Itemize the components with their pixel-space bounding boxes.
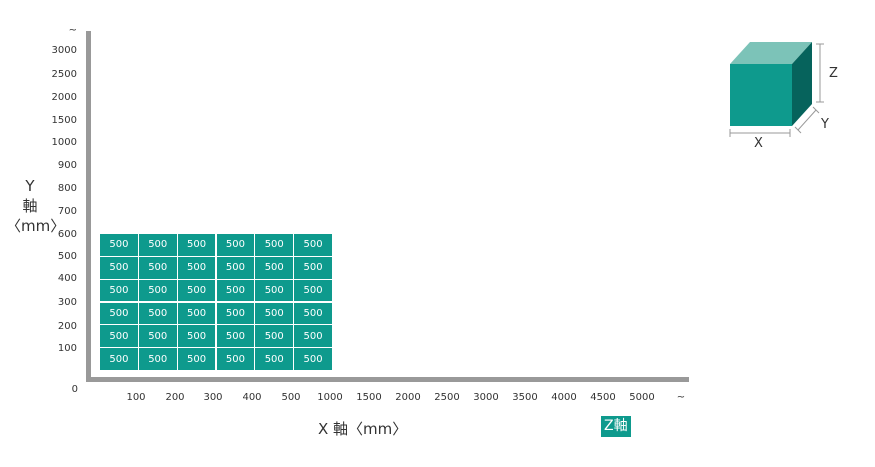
y-tick-label: 700 [57, 206, 77, 217]
grid-cell: 500 [100, 348, 139, 371]
x-tick-label: 1500 [356, 392, 382, 403]
y-tick-label: 400 [57, 273, 77, 284]
y-axis-title: Y 軸 〈mm〉 [6, 176, 66, 236]
grid-cell: 500 [100, 279, 139, 303]
grid-cell: 500 [177, 279, 217, 303]
y-tick-label: 2000 [51, 92, 77, 103]
grid-cell: 500 [255, 256, 295, 280]
y-tick-label: ~ [68, 25, 77, 36]
grid-cell: 500 [294, 234, 333, 257]
x-tick-label: 2000 [395, 392, 421, 403]
grid-cell: 500 [216, 234, 256, 257]
grid-cell: 500 [177, 234, 217, 257]
y-tick-label: 100 [57, 343, 77, 354]
x-tick-label: 3500 [512, 392, 538, 403]
y-axis-title-line2: 軸 [22, 197, 38, 215]
x-tick-label: 2500 [434, 392, 460, 403]
grid-cell: 500 [138, 256, 178, 280]
grid-cell: 500 [100, 234, 139, 257]
y-tick-label: 600 [57, 229, 77, 240]
grid-cell: 500 [255, 348, 295, 371]
grid-cell: 500 [216, 325, 256, 349]
cube-z-label: Z [829, 66, 838, 81]
x-tick-label: 200 [165, 392, 185, 403]
grid-cell: 500 [100, 302, 139, 326]
grid-cell: 500 [177, 256, 217, 280]
y-tick-label: 3000 [51, 45, 77, 56]
y-measure-line [797, 109, 817, 131]
x-tick-label: 4000 [551, 392, 577, 403]
y-measure-cap-a [794, 126, 802, 134]
y-tick-label: 500 [57, 251, 77, 262]
y-tick-label: 1000 [51, 137, 77, 148]
x-tick-label: 500 [281, 392, 301, 403]
x-tick-label: 300 [203, 392, 223, 403]
grid-cell: 500 [177, 348, 217, 371]
z-axis-badge: Z軸 [601, 416, 631, 437]
x-tick-label: 1000 [317, 392, 343, 403]
grid-cell: 500 [255, 325, 295, 349]
cube-x-label: X [754, 136, 763, 151]
grid-cell: 500 [216, 348, 256, 371]
grid-cell: 500 [216, 256, 256, 280]
x-tick-label: 5000 [629, 392, 655, 403]
grid-cell: 500 [138, 234, 178, 257]
x-tick-label: 100 [126, 392, 146, 403]
y-tick-label: 2500 [51, 69, 77, 80]
grid-cell: 500 [216, 302, 256, 326]
x-tick-label: 3000 [473, 392, 499, 403]
grid-cell: 500 [216, 279, 256, 303]
grid-cell: 500 [255, 302, 295, 326]
y-axis-title-line3: 〈mm〉 [6, 217, 66, 235]
cube-side-face [792, 42, 812, 126]
y-tick-label: 800 [57, 183, 77, 194]
grid-cell: 500 [177, 302, 217, 326]
grid-cell: 500 [138, 348, 178, 371]
grid-cell: 500 [138, 325, 178, 349]
y-origin-label: 0 [71, 384, 78, 395]
y-tick-label: 300 [57, 297, 77, 308]
x-axis-title: X 軸〈mm〉 [318, 420, 408, 438]
grid-cell: 500 [100, 256, 139, 280]
cube-front-face [730, 64, 792, 126]
grid-cell: 500 [138, 302, 178, 326]
grid-cell: 500 [294, 348, 333, 371]
grid-cell: 500 [100, 325, 139, 349]
y-measure-cap-b [812, 106, 820, 114]
x-axis-line [86, 377, 689, 382]
y-tick-label: 1500 [51, 115, 77, 126]
grid-cell: 500 [294, 256, 333, 280]
y-axis-line [86, 31, 91, 381]
grid-cell: 500 [177, 325, 217, 349]
y-tick-label: 900 [57, 160, 77, 171]
cube-top-face [730, 42, 812, 64]
x-tick-label: ~ [676, 392, 686, 403]
grid-cell: 500 [294, 302, 333, 326]
grid-cell: 500 [255, 234, 295, 257]
grid-cell: 500 [138, 279, 178, 303]
cube-y-label: Y [821, 117, 829, 132]
grid-cell: 500 [255, 279, 295, 303]
grid-cell: 500 [294, 325, 333, 349]
grid-cell: 500 [294, 279, 333, 303]
y-tick-label: 200 [57, 321, 77, 332]
value-grid: 500 500 500 500 500 500 500 500 500 500 500 500 500 5… [100, 234, 333, 371]
x-tick-label: 4500 [590, 392, 616, 403]
x-tick-label: 400 [242, 392, 262, 403]
y-axis-title-line1: Y [25, 177, 35, 195]
cube-axes-icon [729, 42, 824, 137]
